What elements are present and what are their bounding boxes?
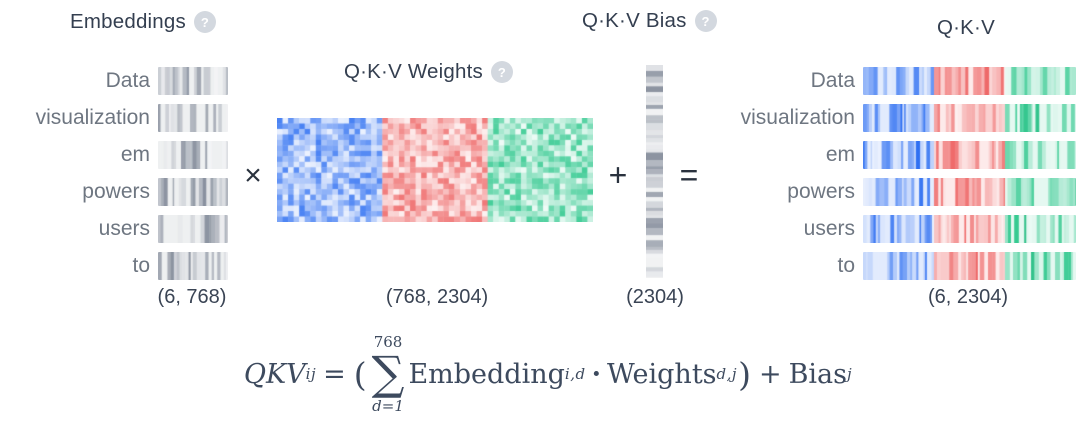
qkv-vector-heatmap[interactable] bbox=[863, 215, 1076, 243]
qkv-row: Data bbox=[620, 67, 1076, 95]
embeddings-title-label: Embeddings bbox=[70, 10, 186, 33]
token-label: visualization bbox=[740, 106, 855, 129]
embedding-row: to bbox=[0, 252, 228, 280]
bias-dims-label: (2304) bbox=[626, 286, 684, 308]
embedding-term-subscript: i,d bbox=[564, 365, 586, 384]
embedding-vector-heatmap[interactable] bbox=[158, 141, 228, 169]
multiply-operator: × bbox=[244, 159, 262, 192]
formula-summation: 768 ∑ d=1 bbox=[372, 335, 405, 414]
embedding-vector-heatmap[interactable] bbox=[158, 104, 228, 132]
token-label: to bbox=[132, 254, 150, 277]
formula-bias-term: Bias bbox=[788, 358, 847, 390]
token-label: to bbox=[837, 254, 855, 277]
embedding-vector-heatmap[interactable] bbox=[158, 67, 228, 95]
qkv-vector-heatmap[interactable] bbox=[863, 178, 1076, 206]
embedding-row: powers bbox=[0, 178, 228, 206]
plus-operator: + bbox=[608, 157, 628, 193]
qkv-bias-vector-heatmap[interactable] bbox=[646, 65, 663, 278]
embedding-row: visualization bbox=[0, 104, 228, 132]
embedding-vector-heatmap[interactable] bbox=[158, 252, 228, 280]
qkv-vector-heatmap[interactable] bbox=[863, 67, 1076, 95]
qkv-weights-matrix-heatmap[interactable] bbox=[277, 118, 593, 222]
qkv-row: users bbox=[620, 215, 1076, 243]
weights-title-label: Q·K·V Weights bbox=[344, 60, 483, 83]
sigma-symbol: ∑ bbox=[371, 346, 405, 400]
bias-title: Q·K·V Bias ? bbox=[582, 9, 717, 33]
formula-close-paren: ) bbox=[738, 354, 751, 394]
weights-title: Q·K·V Weights ? bbox=[344, 60, 513, 84]
summation-upper-limit: 768 bbox=[373, 333, 403, 351]
weights-dims-label: (768, 2304) bbox=[385, 286, 489, 308]
bias-help-icon[interactable]: ? bbox=[694, 10, 717, 32]
weights-term-subscript: d,j bbox=[716, 365, 738, 384]
qkv-row: powers bbox=[620, 178, 1076, 206]
embeddings-help-icon[interactable]: ? bbox=[193, 11, 216, 33]
formula-lhs-subscript: ij bbox=[305, 365, 317, 384]
formula-plus: + bbox=[758, 358, 782, 390]
token-label: Data bbox=[810, 69, 855, 92]
token-label: em bbox=[120, 143, 150, 166]
formula-weights-term: Weights bbox=[606, 358, 717, 390]
token-label: powers bbox=[787, 180, 855, 203]
embedding-vector-heatmap[interactable] bbox=[158, 178, 228, 206]
token-label: em bbox=[825, 143, 855, 166]
token-label: powers bbox=[82, 180, 150, 203]
embedding-vector-heatmap[interactable] bbox=[158, 215, 228, 243]
qkv-title: Q·K·V bbox=[937, 16, 995, 40]
embedding-row: users bbox=[0, 215, 228, 243]
qkv-vector-heatmap[interactable] bbox=[863, 104, 1076, 132]
formula-equals: = bbox=[323, 358, 346, 390]
formula-dot-operator: · bbox=[591, 358, 601, 390]
token-label: users bbox=[803, 217, 855, 240]
qkv-dims-label: (6, 2304) bbox=[927, 286, 1009, 308]
formula-lhs: QKV bbox=[243, 358, 306, 390]
weights-help-icon[interactable]: ? bbox=[490, 61, 513, 83]
qkv-row: em bbox=[620, 141, 1076, 169]
embeddings-title: Embeddings ? bbox=[70, 10, 216, 34]
equals-operator: = bbox=[679, 157, 699, 193]
qkv-vector-heatmap[interactable] bbox=[863, 252, 1076, 280]
qkv-row: to bbox=[620, 252, 1076, 280]
qkv-vector-heatmap[interactable] bbox=[863, 141, 1076, 169]
embeddings-dims-label: (6, 768) bbox=[157, 286, 227, 308]
bias-term-subscript: j bbox=[847, 365, 853, 384]
summation-lower-limit: d=1 bbox=[372, 396, 404, 415]
token-label: Data bbox=[105, 69, 150, 92]
embedding-row: em bbox=[0, 141, 228, 169]
formula-embedding-term: Embedding bbox=[408, 358, 565, 390]
token-label: users bbox=[98, 217, 150, 240]
bias-title-label: Q·K·V Bias bbox=[582, 9, 687, 32]
embedding-row: Data bbox=[0, 67, 228, 95]
qkv-row: visualization bbox=[620, 104, 1076, 132]
token-label: visualization bbox=[35, 106, 150, 129]
qkv-formula: QKV ij = ( 768 ∑ d=1 Embedding i,d · Weigh… bbox=[244, 335, 852, 414]
formula-open-paren: ( bbox=[353, 354, 367, 394]
qkv-title-label: Q·K·V bbox=[937, 16, 995, 39]
